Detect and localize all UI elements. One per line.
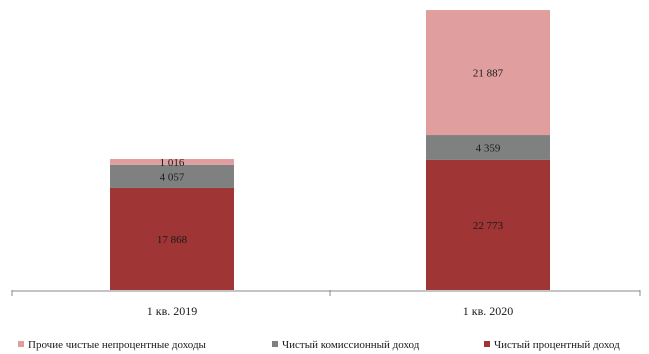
data-label: 17 868 (157, 234, 188, 246)
legend-item: Прочие чистые непроцентные доходы (18, 339, 207, 351)
bars-layer (110, 10, 550, 290)
bar-segment (110, 164, 234, 188)
legend-swatch (484, 341, 490, 347)
legend-swatch (18, 341, 24, 347)
legend-label: Чистый процентный доход (494, 339, 620, 351)
data-label: 4 359 (476, 142, 501, 154)
x-tick-label: 1 кв. 2019 (147, 304, 198, 318)
x-ticks-layer: 1 кв. 2019 1 кв. 2020 (11, 290, 641, 318)
bar-segment (110, 158, 234, 165)
data-label: 21 887 (473, 68, 504, 80)
data-label: 4 057 (160, 171, 185, 183)
legend-label: Прочие чистые непроцентные доходы (28, 339, 207, 351)
legend-swatch (272, 341, 278, 347)
legend-item: Чистый процентный доход (484, 339, 620, 351)
legend: Прочие чистые непроцентные доходы Чистый … (18, 339, 620, 351)
legend-label: Чистый комиссионный доход (282, 339, 420, 351)
bar-segment (426, 135, 550, 160)
segment-labels-layer: 17 868 4 057 1 016 22 773 4 359 21 887 (157, 68, 504, 246)
x-tick-label: 1 кв. 2020 (463, 304, 514, 318)
data-label: 1 016 (160, 157, 185, 169)
bar-segment (426, 10, 550, 136)
data-label: 22 773 (473, 220, 504, 232)
bar-segment (426, 159, 550, 290)
bar-segment (110, 187, 234, 290)
legend-item: Чистый комиссионный доход (272, 339, 420, 351)
